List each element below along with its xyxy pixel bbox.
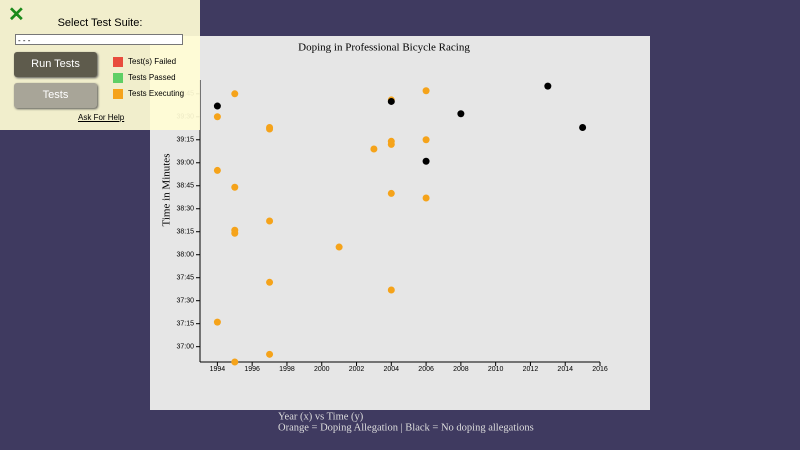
chart-background (150, 36, 650, 410)
dot (370, 145, 378, 153)
y-tick-label: 38:15 (176, 229, 194, 236)
x-tick-label: 1996 (244, 366, 260, 373)
dot (231, 90, 239, 98)
y-tick-label: 38:45 (176, 183, 194, 190)
x-tick-label: 1994 (210, 366, 226, 373)
y-tick-label: 39:15 (176, 137, 194, 144)
legend-item: Test(s) Failed (113, 57, 176, 67)
x-tick-label: 2010 (488, 366, 504, 373)
x-tick-label: 2014 (557, 366, 573, 373)
help-link[interactable]: Ask For Help (78, 113, 125, 122)
y-tick-label: 38:30 (176, 206, 194, 213)
dot (422, 194, 430, 202)
x-tick-label: 2002 (349, 366, 365, 373)
dot (422, 87, 430, 95)
y-axis-label: Time in Minutes (161, 154, 173, 227)
dot (457, 110, 465, 118)
dot (266, 278, 274, 286)
run-tests-button[interactable]: Run Tests (14, 52, 97, 77)
dot (231, 229, 239, 237)
dot (335, 243, 343, 251)
x-tick-label: 2012 (523, 366, 539, 373)
dot (544, 82, 552, 90)
y-tick-label: 37:45 (176, 275, 194, 282)
dot (579, 124, 587, 132)
dot (213, 102, 221, 110)
x-tick-label: 2006 (418, 366, 434, 373)
dot (422, 136, 430, 144)
x-tick-label: 2000 (314, 366, 330, 373)
legend-label: Test(s) Failed (128, 57, 177, 67)
x-tick-label: 2004 (384, 366, 400, 373)
suite-select[interactable]: - - - (15, 34, 183, 45)
panel-title: Select Test Suite: (57, 17, 143, 29)
legend-label: Tests Executing (128, 89, 185, 99)
dot (422, 157, 430, 165)
chart-title: Doping in Professional Bicycle Racing (298, 42, 470, 54)
y-tick-label: 39:00 (176, 160, 194, 167)
dot (213, 318, 221, 326)
dot (213, 166, 221, 174)
note: Year (x) vs Time (y) (278, 411, 364, 422)
dot (387, 97, 395, 105)
y-tick-label: 37:15 (176, 321, 194, 328)
legend-item: Tests Passed (113, 73, 176, 83)
dot (266, 125, 274, 133)
dot (387, 140, 395, 148)
dot (387, 189, 395, 197)
test-panel: ✕ Select Test Suite: - - - Run Tests Tes… (0, 0, 200, 130)
y-tick-label: 38:00 (176, 252, 194, 259)
y-tick-label: 37:30 (176, 298, 194, 305)
close-button[interactable]: ✕ (8, 4, 25, 26)
dot (231, 183, 239, 191)
dot (387, 286, 395, 294)
dot (213, 113, 221, 121)
x-tick-label: 2008 (453, 366, 469, 373)
legend-item: Tests Executing (113, 89, 184, 99)
legend-label: Tests Passed (128, 73, 176, 83)
dot (231, 358, 239, 366)
y-tick-label: 37:00 (176, 344, 194, 351)
x-tick-label: 1998 (279, 366, 295, 373)
note: Orange = Doping Allegation | Black = No … (278, 422, 534, 433)
dot (266, 217, 274, 225)
dot (266, 350, 274, 358)
tests-button[interactable]: Tests (14, 83, 97, 108)
x-tick-label: 2016 (592, 366, 608, 373)
